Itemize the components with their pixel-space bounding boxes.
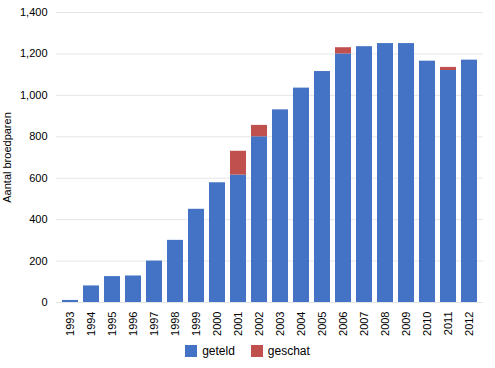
svg-text:400: 400 <box>29 213 47 225</box>
svg-text:2009: 2009 <box>400 312 412 336</box>
svg-text:2007: 2007 <box>358 312 370 336</box>
svg-text:1993: 1993 <box>64 312 76 336</box>
svg-text:2011: 2011 <box>442 312 454 336</box>
svg-text:2012: 2012 <box>463 312 475 336</box>
html-text:geschat: geschat <box>267 344 310 358</box>
svg-text:800: 800 <box>29 130 47 142</box>
svg-text:2000: 2000 <box>211 312 223 336</box>
svg-text:1995: 1995 <box>106 312 118 336</box>
svg-text:1998: 1998 <box>169 312 181 336</box>
svg-text:1,200: 1,200 <box>20 47 48 59</box>
svg-text:2006: 2006 <box>337 312 349 336</box>
svg-text:2008: 2008 <box>379 312 391 336</box>
svg-text:2001: 2001 <box>232 312 244 336</box>
svg-text:Aantal broedparen: Aantal broedparen <box>1 112 13 203</box>
svg-text:200: 200 <box>29 255 47 267</box>
svg-text:600: 600 <box>29 172 47 184</box>
svg-text:1,400: 1,400 <box>20 6 48 18</box>
svg-text:2002: 2002 <box>253 312 265 336</box>
html-text:geteld: geteld <box>202 344 235 358</box>
svg-text:1994: 1994 <box>85 312 97 336</box>
svg-text:2010: 2010 <box>421 312 433 336</box>
svg-text:1,000: 1,000 <box>20 89 48 101</box>
svg-text:2003: 2003 <box>274 312 286 336</box>
svg-text:2005: 2005 <box>316 312 328 336</box>
svg-text:0: 0 <box>41 296 47 308</box>
svg-text:1996: 1996 <box>127 312 139 336</box>
svg-text:2004: 2004 <box>295 312 307 336</box>
svg-text:1997: 1997 <box>148 312 160 336</box>
svg-text:1999: 1999 <box>190 312 202 336</box>
